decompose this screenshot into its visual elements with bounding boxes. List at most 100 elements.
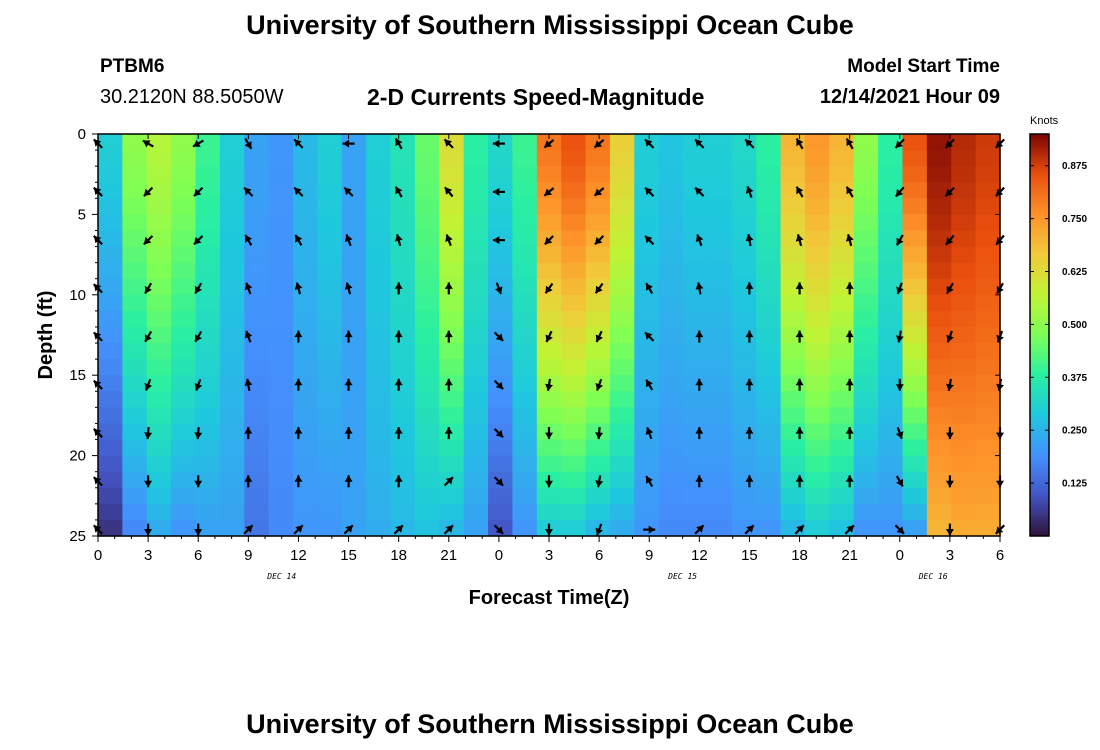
x-tick-label: 6	[595, 547, 603, 564]
station-id: PTBM6	[100, 56, 165, 77]
heatmap-cell	[317, 150, 343, 167]
heatmap-cell	[317, 519, 343, 537]
heatmap-cell	[853, 246, 879, 264]
heatmap-cell	[804, 343, 830, 360]
heatmap-cell	[756, 503, 782, 521]
heatmap-cell	[98, 375, 123, 392]
heatmap-cell	[975, 359, 1001, 376]
heatmap-cell	[609, 198, 635, 215]
heatmap-cell	[658, 182, 684, 199]
heatmap-cell	[536, 503, 562, 521]
heatmap-cell	[366, 439, 392, 457]
heatmap-cell	[317, 343, 343, 360]
current-vector	[895, 475, 904, 488]
x-tick-label: 12	[290, 547, 307, 564]
vector-head	[645, 235, 653, 244]
heatmap-cell	[731, 198, 757, 215]
heatmap-cell	[390, 246, 416, 264]
heatmap-cell	[975, 375, 1001, 392]
current-vector	[795, 137, 804, 150]
heatmap-cell	[171, 503, 197, 521]
heatmap-cell	[171, 455, 197, 473]
vector-head	[895, 384, 904, 391]
heatmap-cell	[512, 310, 538, 328]
heatmap-cell	[878, 471, 904, 489]
current-vector	[695, 378, 704, 391]
heatmap-cell	[756, 294, 782, 312]
heatmap-cell	[195, 343, 221, 360]
vector-head	[444, 139, 452, 147]
vector-head	[745, 475, 754, 482]
heatmap-cell	[171, 326, 197, 344]
heatmap-cell	[975, 519, 1001, 537]
current-vector	[343, 524, 354, 535]
heatmap-cell	[268, 182, 294, 199]
heatmap-cell	[536, 294, 562, 312]
heatmap-cell	[219, 391, 245, 408]
heatmap-cell	[780, 407, 806, 425]
vector-head	[746, 525, 754, 533]
vector-head	[394, 378, 403, 386]
vector-head	[845, 475, 854, 482]
heatmap-cell	[293, 246, 319, 264]
current-vector	[345, 234, 353, 247]
heatmap-cell	[195, 278, 221, 296]
heatmap-cell	[683, 439, 709, 457]
heatmap-cell	[488, 503, 514, 521]
heatmap-cell	[195, 214, 221, 232]
x-tick-label: 15	[741, 547, 758, 564]
heatmap-cell	[902, 230, 928, 248]
heatmap-cell	[658, 455, 684, 473]
heatmap-cell	[390, 150, 416, 167]
vector-head	[394, 330, 403, 338]
heatmap-cell	[951, 455, 977, 473]
heatmap-cell	[658, 198, 684, 215]
current-vector	[644, 235, 655, 246]
heatmap-cell	[98, 278, 123, 296]
current-vector	[342, 139, 355, 148]
heatmap-cell	[341, 391, 367, 408]
heatmap-cell	[366, 310, 392, 328]
heatmap-cell	[439, 487, 465, 505]
heatmap-cell	[268, 166, 294, 183]
heatmap-cell	[122, 198, 148, 215]
heatmap-cell	[414, 391, 440, 408]
heatmap-cell	[951, 198, 977, 215]
heatmap-cell	[707, 262, 733, 280]
heatmap-cell	[683, 166, 709, 183]
heatmap-cell	[366, 503, 392, 521]
vector-head	[144, 432, 153, 440]
heatmap-cell	[366, 262, 392, 280]
heatmap-cell	[317, 246, 343, 264]
heatmap-cell	[244, 262, 270, 280]
heatmap-cell	[707, 487, 733, 505]
heatmap-cell	[951, 375, 977, 392]
heatmap-cell	[195, 487, 221, 505]
heatmap-cell	[195, 326, 221, 344]
heatmap-cell	[317, 407, 343, 425]
heatmap-cell	[341, 214, 367, 232]
heatmap-cell	[707, 423, 733, 441]
heatmap-cell	[731, 487, 757, 505]
heatmap-cell	[853, 503, 879, 521]
heatmap-cell	[585, 391, 611, 408]
vector-head	[395, 186, 403, 195]
x-axis-label: Forecast Time(Z)	[469, 587, 630, 609]
heatmap-cell	[585, 246, 611, 264]
current-vector	[945, 523, 954, 536]
vector-head	[244, 282, 253, 291]
heatmap-cell	[146, 359, 172, 376]
heatmap-cell	[561, 391, 587, 408]
current-vector	[695, 234, 704, 247]
x-tick-label: 0	[94, 547, 102, 564]
heatmap-cell	[878, 455, 904, 473]
heatmap-cell	[390, 230, 416, 248]
heatmap-cell	[756, 166, 782, 183]
heatmap-cell	[171, 230, 197, 248]
heatmap-cell	[244, 359, 270, 376]
heatmap-cell	[122, 310, 148, 328]
heatmap-cell	[634, 214, 660, 232]
heatmap-cell	[804, 423, 830, 441]
heatmap-cell	[561, 375, 587, 392]
